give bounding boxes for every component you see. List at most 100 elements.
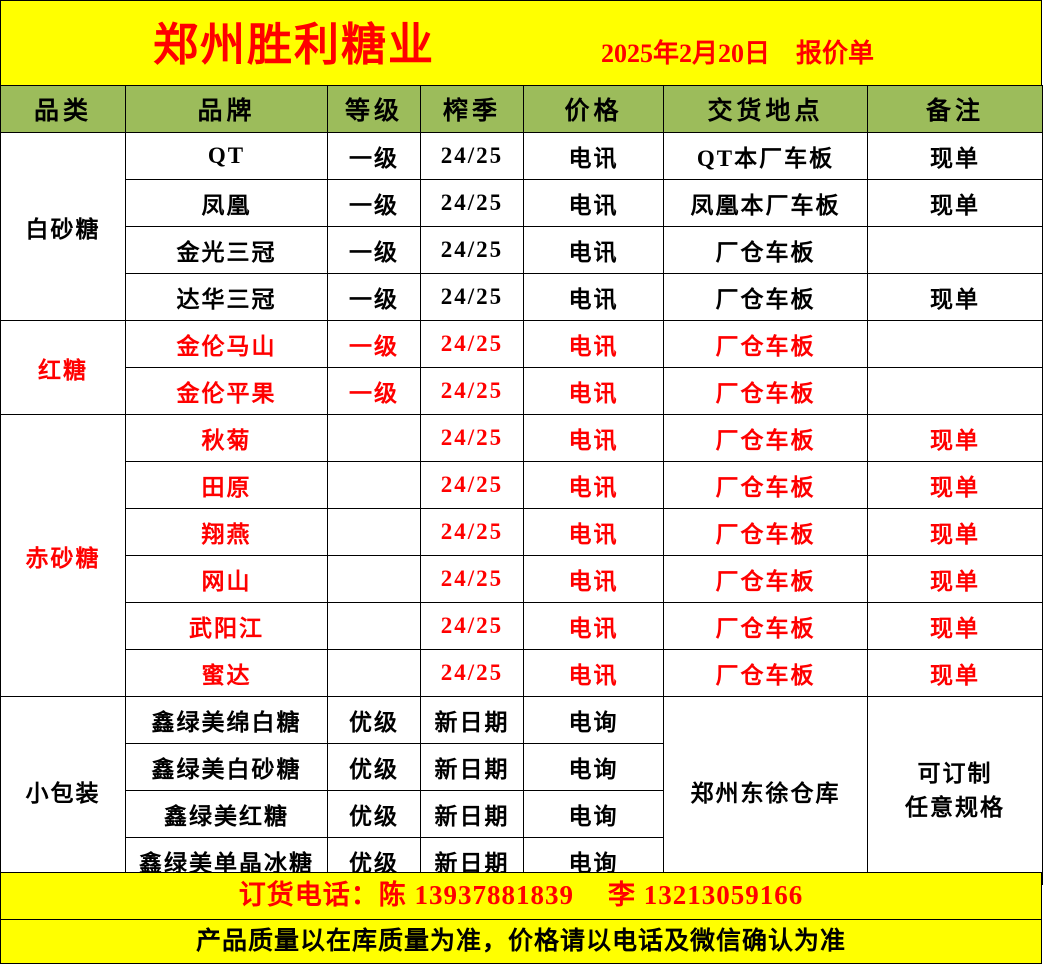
grade-cell [327,555,421,603]
delivery-cell: 厂仓车板 [663,414,868,462]
delivery-cell: 厂仓车板 [663,273,868,321]
price-cell: 电讯 [523,461,664,509]
price-cell: 电询 [523,743,664,791]
grade-cell [327,602,421,650]
season-cell: 24/25 [420,508,524,556]
table-row: 田原 24/25 电讯 厂仓车板 现单 [1,461,1043,509]
grade-cell [327,649,421,697]
grade-cell: 优级 [327,743,421,791]
table-row: 武阳江 24/25 电讯 厂仓车板 现单 [1,602,1043,650]
category-cell-brown-sugar: 红糖 [0,320,126,415]
grade-cell: 一级 [327,132,421,180]
season-cell: 新日期 [420,696,524,744]
grade-cell: 一级 [327,320,421,368]
table-row: 达华三冠 一级 24/25 电讯 厂仓车板 现单 [1,273,1043,321]
table-row: 蜜达 24/25 电讯 厂仓车板 现单 [1,649,1043,697]
delivery-cell: QT本厂车板 [663,132,868,180]
remark-cell: 现单 [867,555,1043,603]
season-cell: 24/25 [420,367,524,415]
price-table: 品类 品牌 等级 榨季 价格 交货地点 备注 白砂糖 QT 一级 24/25 电… [0,85,1043,885]
price-cell: 电询 [523,790,664,838]
delivery-cell: 厂仓车板 [663,461,868,509]
season-cell: 24/25 [420,555,524,603]
table-row: 小包装 鑫绿美绵白糖 优级 新日期 电询 郑州东徐仓库 可订制 任意规格 [0,696,1043,885]
price-cell: 电讯 [523,602,664,650]
price-cell: 电讯 [523,226,664,274]
season-cell: 24/25 [420,649,524,697]
remark-cell [867,367,1043,415]
banner-date-and-type: 2025年2月20日 报价单 [601,37,961,71]
remark-cell [867,226,1043,274]
price-cell: 电讯 [523,132,664,180]
remark-cell: 现单 [867,414,1043,462]
price-cell: 电讯 [523,414,664,462]
order-phone-bar: 订货电话：陈 13937881839 李 13213059166 [0,872,1042,919]
brand-cell: 秋菊 [125,414,328,462]
table-header-row: 品类 品牌 等级 榨季 价格 交货地点 备注 [0,85,1043,133]
brand-cell: 网山 [125,555,328,603]
remark-line-1: 可订制 [917,761,993,787]
table-row: 凤凰 一级 24/25 电讯 凤凰本厂车板 现单 [1,179,1043,227]
grade-cell: 一级 [327,226,421,274]
brand-cell: 达华三冠 [125,273,328,321]
contact1-name: 陈 [378,880,407,910]
document-type: 报价单 [796,39,875,68]
remark-cell: 现单 [867,602,1043,650]
delivery-cell: 厂仓车板 [663,320,868,368]
table-row: 鑫绿美红糖 优级 新日期 电询 [1,790,1043,838]
season-cell: 24/25 [420,320,524,368]
contact1-phone[interactable]: 13937881839 [414,880,574,910]
price-cell: 电讯 [523,273,664,321]
brand-cell: 武阳江 [125,602,328,650]
col-header-brand: 品牌 [125,85,328,133]
col-header-remark: 备注 [867,85,1043,133]
disclaimer-text: 产品质量以在库质量为准，价格请以电话及微信确认为准 [195,928,846,955]
remark-cell [867,320,1043,368]
price-cell: 电讯 [523,649,664,697]
header-banner: 郑州胜利糖业 2025年2月20日 报价单 [0,0,1042,85]
col-header-season: 榨季 [420,85,524,133]
price-cell: 电讯 [523,555,664,603]
brand-cell: 金光三冠 [125,226,328,274]
remark-cell: 现单 [867,649,1043,697]
grade-cell [327,508,421,556]
season-cell: 24/25 [420,226,524,274]
remark-cell: 现单 [867,273,1043,321]
grade-cell [327,414,421,462]
order-phone-label: 订货电话： [238,880,379,910]
delivery-cell-merged: 郑州东徐仓库 [663,696,868,885]
remark-cell: 现单 [867,508,1043,556]
season-cell: 新日期 [420,743,524,791]
grade-cell: 一级 [327,179,421,227]
brand-cell: QT [125,132,328,180]
season-cell: 24/25 [420,132,524,180]
delivery-cell: 厂仓车板 [663,367,868,415]
table-row: 赤砂糖 秋菊 24/25 电讯 厂仓车板 现单 [0,414,1043,697]
category-cell-white-sugar: 白砂糖 [0,132,126,321]
season-cell: 24/25 [420,273,524,321]
grade-cell [327,461,421,509]
brand-cell: 金伦平果 [125,367,328,415]
delivery-cell: 厂仓车板 [663,649,868,697]
delivery-cell: 厂仓车板 [663,508,868,556]
brand-cell: 翔燕 [125,508,328,556]
grade-cell: 一级 [327,273,421,321]
grade-cell: 一级 [327,367,421,415]
delivery-cell: 厂仓车板 [663,226,868,274]
col-header-price: 价格 [523,85,664,133]
brand-cell: 金伦马山 [125,320,328,368]
season-cell: 24/25 [420,179,524,227]
contact2-phone[interactable]: 13213059166 [643,880,804,910]
price-cell: 电讯 [523,508,664,556]
price-cell: 电询 [523,696,664,744]
brand-cell: 凤凰 [125,179,328,227]
brand-cell: 鑫绿美绵白糖 [125,696,328,744]
table-row: 金光三冠 一级 24/25 电讯 厂仓车板 [1,226,1043,274]
company-title: 郑州胜利糖业 [152,20,435,70]
contact2-name: 李 [608,880,636,910]
table-row: 白砂糖 QT 一级 24/25 电讯 QT本厂车板 现单 [0,132,1043,321]
table-row: 红糖 金伦马山 一级 24/25 电讯 厂仓车板 [0,320,1043,415]
brand-cell: 蜜达 [125,649,328,697]
delivery-cell: 厂仓车板 [663,555,868,603]
